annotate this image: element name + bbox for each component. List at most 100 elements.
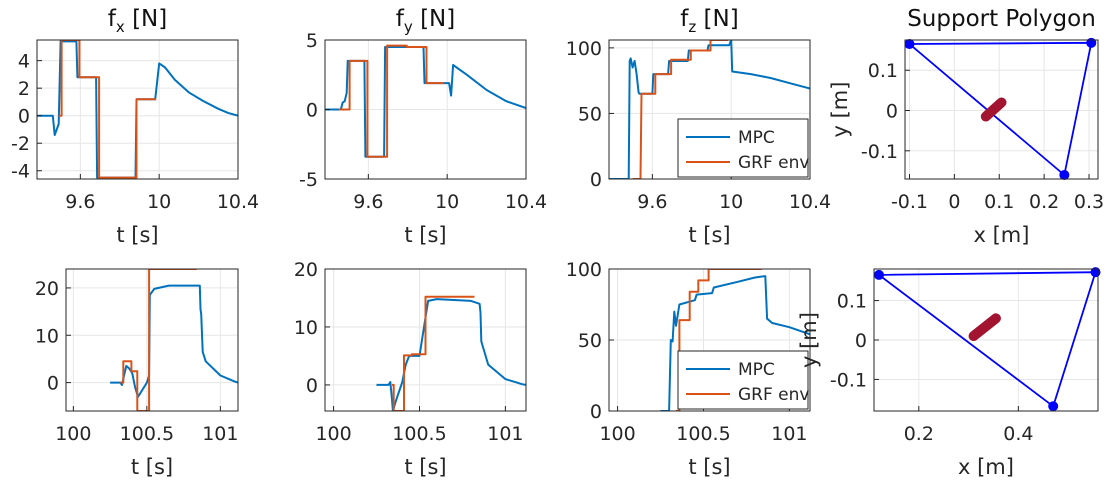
fy-bottom-series-grf-env: [392, 295, 475, 411]
fz-top-ytick-label-0: 0: [590, 169, 602, 191]
fx-bottom-axes-box: [65, 268, 239, 412]
fy-top-xtick-label-2: 10.4: [505, 191, 547, 213]
fz-bottom-ytick-label-0: 0: [590, 401, 602, 423]
poly-bottom-xlabel: x [m]: [958, 455, 1014, 479]
poly-top-plot-area: [907, 41, 1093, 177]
fy-bottom-ytick-label-2: 20: [294, 259, 318, 281]
fx-bottom-xtick-label-1: 100.5: [120, 423, 174, 445]
poly-bottom-ytick-label-2: 0.1: [837, 291, 867, 313]
fx-bottom-ytick-label-1: 10: [35, 325, 59, 347]
fx-top-ytick-label-2: 0: [18, 106, 30, 128]
fy-bottom-series-mpc: [376, 298, 526, 411]
fy-top-xlabel: t [s]: [404, 223, 446, 247]
fy-bottom-plot-area: [376, 295, 526, 411]
fz-top-xtick-label-0: 9.6: [637, 191, 667, 213]
poly-bottom-xtick-label-0: 0.2: [904, 423, 934, 445]
poly-bottom-ytick-label-1: 0: [855, 330, 867, 352]
panel-fy-top: 9.6 10 10.4 -5 0 5 t [s] fy [N]: [299, 6, 547, 247]
panel-fz-bottom: 100 100.5 101 0 50 100 t [s] MPC GRF env: [566, 259, 811, 479]
poly-bottom-support-polygon: [876, 271, 1097, 408]
fz-top-series-mpc: [609, 40, 810, 179]
fx-top-series-grf-env: [58, 40, 157, 179]
fy-top-plot-area: [325, 44, 526, 158]
poly-top-ytick-label-0: -0.1: [861, 141, 898, 163]
fz-top-plot-area: [609, 40, 810, 179]
fx-top-xtick-label-1: 10: [147, 191, 171, 213]
fz-bottom-xtick-label-2: 101: [771, 423, 807, 445]
poly-bottom-xtick-label-1: 0.4: [1003, 423, 1033, 445]
fx-top-ytick-label-4: 4: [18, 51, 30, 73]
fz-top-title: fz [N]: [680, 6, 738, 36]
fy-bottom-ytick-label-0: 0: [306, 375, 318, 397]
fx-top-ytick-label-1: -2: [11, 133, 30, 155]
poly-top-foot-point-1: [1086, 37, 1097, 48]
poly-top-com-trajectory: [980, 97, 1007, 122]
poly-top-axes-box: [904, 39, 1099, 180]
fx-bottom-plot-area: [110, 269, 238, 411]
fy-bottom-xtick-label-2: 101: [487, 423, 523, 445]
fy-top-series-grf-env: [338, 44, 445, 158]
poly-top-ytick-label-2: 0.1: [868, 60, 898, 82]
poly-top-xtick-label-1: 0: [948, 191, 960, 213]
fz-bottom-legend: MPC GRF env: [677, 350, 809, 410]
fy-bottom-ytick-label-1: 10: [294, 317, 318, 339]
fy-bottom-xtick-label-1: 100.5: [392, 423, 446, 445]
fx-bottom-xtick-label-0: 100: [55, 423, 91, 445]
fx-top-xtick-label-2: 10.4: [217, 191, 259, 213]
fy-top-ytick-label-0: -5: [299, 169, 318, 191]
fx-top-plot-area: [37, 40, 238, 179]
fx-top-ytick-label-0: -4: [11, 161, 30, 183]
poly-bottom-plot-area: [876, 271, 1097, 408]
poly-top-title: Support Polygon: [907, 6, 1096, 32]
fx-bottom-ytick-label-2: 20: [35, 278, 59, 300]
fy-top-xtick-label-1: 10: [435, 191, 459, 213]
fz-top-ytick-label-1: 50: [578, 103, 602, 125]
panel-poly-top: -0.1 0 0.1 0.2 0.3 -0.1 0 0.1 x [m] y [m] Support …: [828, 6, 1104, 247]
fz-top-legend-label-0: MPC: [738, 128, 775, 148]
fy-top-title: fy [N]: [396, 6, 455, 36]
fz-bottom-ytick-label-1: 50: [578, 330, 602, 352]
fy-top-xtick-label-0: 9.6: [353, 191, 383, 213]
fx-top-ytick-label-3: 2: [18, 78, 30, 100]
fy-bottom-axes-box: [324, 268, 527, 412]
poly-top-foot-point-2: [1059, 169, 1070, 180]
poly-top-ylabel: y [m]: [828, 82, 852, 138]
poly-top-foot-point-0: [904, 39, 915, 50]
fz-bottom-ytick-label-2: 100: [566, 259, 602, 281]
fy-top-ytick-label-1: 0: [306, 100, 318, 122]
fz-bottom-xtick-label-0: 100: [599, 423, 635, 445]
fx-bottom-ytick-label-0: 0: [47, 373, 59, 395]
fx-bottom-xlabel: t [s]: [131, 455, 173, 479]
fz-top-legend: MPC GRF env: [677, 118, 809, 178]
poly-bottom-ytick-label-0: -0.1: [830, 369, 867, 391]
panel-poly-bottom: 0.2 0.4 -0.1 0 0.1 x [m] y [m]: [797, 267, 1101, 479]
fz-bottom-xlabel: t [s]: [688, 455, 730, 479]
fz-top-series-grf-env: [632, 40, 729, 179]
fz-bottom-legend-label-0: MPC: [738, 360, 775, 380]
poly-bottom-foot-point-0: [873, 269, 884, 280]
poly-top-ytick-label-1: 0: [886, 101, 898, 123]
fz-top-xtick-label-2: 10.4: [789, 191, 831, 213]
fz-bottom-legend-label-1: GRF env: [738, 385, 809, 405]
poly-top-xtick-label-2: 0.1: [984, 191, 1014, 213]
fz-top-legend-label-1: GRF env: [738, 153, 809, 173]
poly-top-xtick-label-0: -0.1: [891, 191, 928, 213]
panel-fx-top: 9.6 10 10.4 -4 -2 0 2 4 t [s] fx [N]: [11, 6, 259, 247]
panel-fz-top: 9.6 10 10.4 0 50 100 t [s] fz [N] MPC GRF env: [566, 6, 831, 247]
poly-top-xtick-label-4: 0.3: [1074, 191, 1104, 213]
fx-bottom-series-grf-env: [120, 269, 197, 411]
fx-bottom-series-mpc: [110, 284, 238, 398]
fx-top-xtick-label-0: 9.6: [65, 191, 95, 213]
fz-top-xlabel: t [s]: [688, 223, 730, 247]
poly-top-xtick-label-3: 0.2: [1029, 191, 1059, 213]
fz-bottom-series-mpc: [660, 275, 810, 411]
poly-bottom-com-trajectory: [968, 313, 1001, 342]
fy-bottom-xlabel: t [s]: [404, 455, 446, 479]
fx-top-title: fx [N]: [108, 6, 167, 36]
poly-top-xlabel: x [m]: [974, 223, 1030, 247]
fz-bottom-xtick-label-1: 100.5: [676, 423, 730, 445]
fz-top-xtick-label-1: 10: [719, 191, 743, 213]
